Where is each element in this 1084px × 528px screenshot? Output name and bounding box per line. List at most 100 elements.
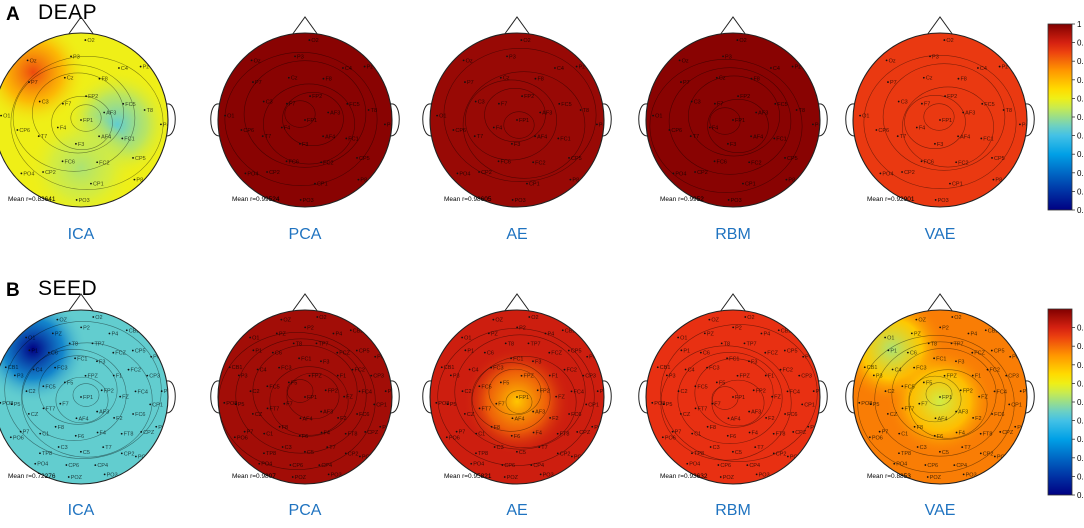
contour-line [891,347,997,441]
electrode-label: AF3 [542,110,552,116]
electrode-label: FC6 [924,159,934,165]
electrode-label: AF4 [78,416,88,422]
electrode-label: CP3 [801,374,812,380]
electrode-label: CPZ [795,430,807,436]
electrode-label: AF3 [751,410,761,416]
electrode-label: F4 [959,430,965,436]
electrode-label: FZ [346,395,353,401]
electrode-label: FC4 [362,389,372,395]
electrode-label: POZ [723,475,735,481]
electrode-label: C4 [36,368,43,374]
electrode-label: PO7 [1017,425,1028,431]
electrode-label: TP8 [266,451,276,457]
electrode-dot [951,316,954,318]
electrode-label: P3 [241,373,248,379]
electrode-label: FC3 [493,366,503,372]
contour-line [465,79,557,161]
electrode-dot [750,77,753,80]
electrode-dot [812,390,815,393]
electrode-label: F7 [717,102,723,108]
electrode-dot [440,366,443,369]
electrode-label: CB1 [867,365,878,371]
mean-r-label: Mean r=0.83641 [8,196,56,203]
electrode-dot [722,55,724,58]
electrode-dot [661,436,664,439]
electrode-label: P7 [675,430,682,436]
electrode-dot [56,126,59,129]
electrode-label: CP4 [97,463,108,469]
electrode-dot [336,374,339,377]
electrode-dot [520,39,523,41]
electrode-dot [993,390,996,393]
electrode-dot [563,368,566,371]
electrode-label: CP6 [292,463,303,469]
electrode-label: OZ [918,318,926,324]
left-ear-outline [422,380,432,414]
electrode-label: C2 [887,389,894,395]
electrode-dot [536,389,539,392]
electrode-dot [510,357,513,360]
electrode-label: F6 [514,434,520,440]
electrode-dot [726,434,729,437]
electrode-label: C4 [688,368,695,374]
electrode-label: O1 [28,336,35,342]
electrode-label: FZ [981,395,988,401]
electrode-label: P5 [450,402,457,408]
electrode-label: F7 [286,402,292,408]
electrode-label: AF3 [535,410,545,416]
colorbar-tick-label: 0.75 [1077,398,1084,407]
electrode-label: FC1 [729,356,739,362]
electrode-label: PO7 [382,425,393,431]
contour-line [282,92,344,146]
electrode-dot [320,360,322,363]
electrode-label: FT7 [270,406,280,412]
electrode-label: CZ [467,412,475,418]
head-outline [645,309,821,485]
electrode-label: AF4 [730,416,740,422]
electrode-dot [591,425,594,428]
electrode-label: C6 [703,351,710,357]
electrode-dot [112,374,115,377]
electrode-dot [706,366,709,369]
electrode-dot [63,381,66,384]
electrode-label: FPZ [312,374,323,380]
electrode-label: T7 [757,445,763,451]
electrode-dot [59,402,62,405]
colorbar-tick-label: 0.7 [1077,132,1084,141]
topomap-deap-rbm: FP1 FP2 AF3 AF4 F3 F4 F7 F8 FC5 FC1 FC2 FC6 T7 C3 Cz C4… [638,16,828,208]
electrode-dot [42,385,45,388]
electrode-dot [258,462,261,465]
left-ear-outline [845,103,855,137]
electrode-label: P2 [83,325,90,331]
electrode-label: FZ [122,395,129,401]
electrode-dot [777,329,780,332]
electrode-dot [280,318,283,321]
electrode-dot [118,67,120,69]
electrode-label: TP7 [746,341,756,347]
electrode-label: FT8 [560,432,570,438]
electrode-label: CP6 [504,463,515,469]
electrode-dot [950,342,953,345]
electrode-label: CB2 [353,328,364,334]
electrode-label: CP1 [93,182,104,188]
electrode-label: FC5 [777,102,787,108]
contour-line [874,341,1006,457]
colorbar-tick-label: 0.8 [1077,379,1084,388]
electrode-dot [74,357,77,360]
electrode-dot [772,432,775,435]
electrode-label: P8 [136,178,143,184]
electrode-label: F8 [58,425,64,431]
electrode-dot [771,395,774,398]
electrode-label: Oz [889,58,896,64]
electrode-dot [990,349,993,352]
right-ear-outline [818,380,828,414]
colorbar-tick-label: 0.5 [1077,491,1084,500]
electrode-dot [596,123,598,126]
electrode-label: P3 [669,373,676,379]
electrode-dot [374,355,377,358]
electrode-label: F3 [730,142,736,148]
electrode-dot [504,342,507,345]
electrode-label: P8 [164,389,171,395]
electrode-label: FC3 [916,366,926,372]
electrode-dot [13,374,16,377]
